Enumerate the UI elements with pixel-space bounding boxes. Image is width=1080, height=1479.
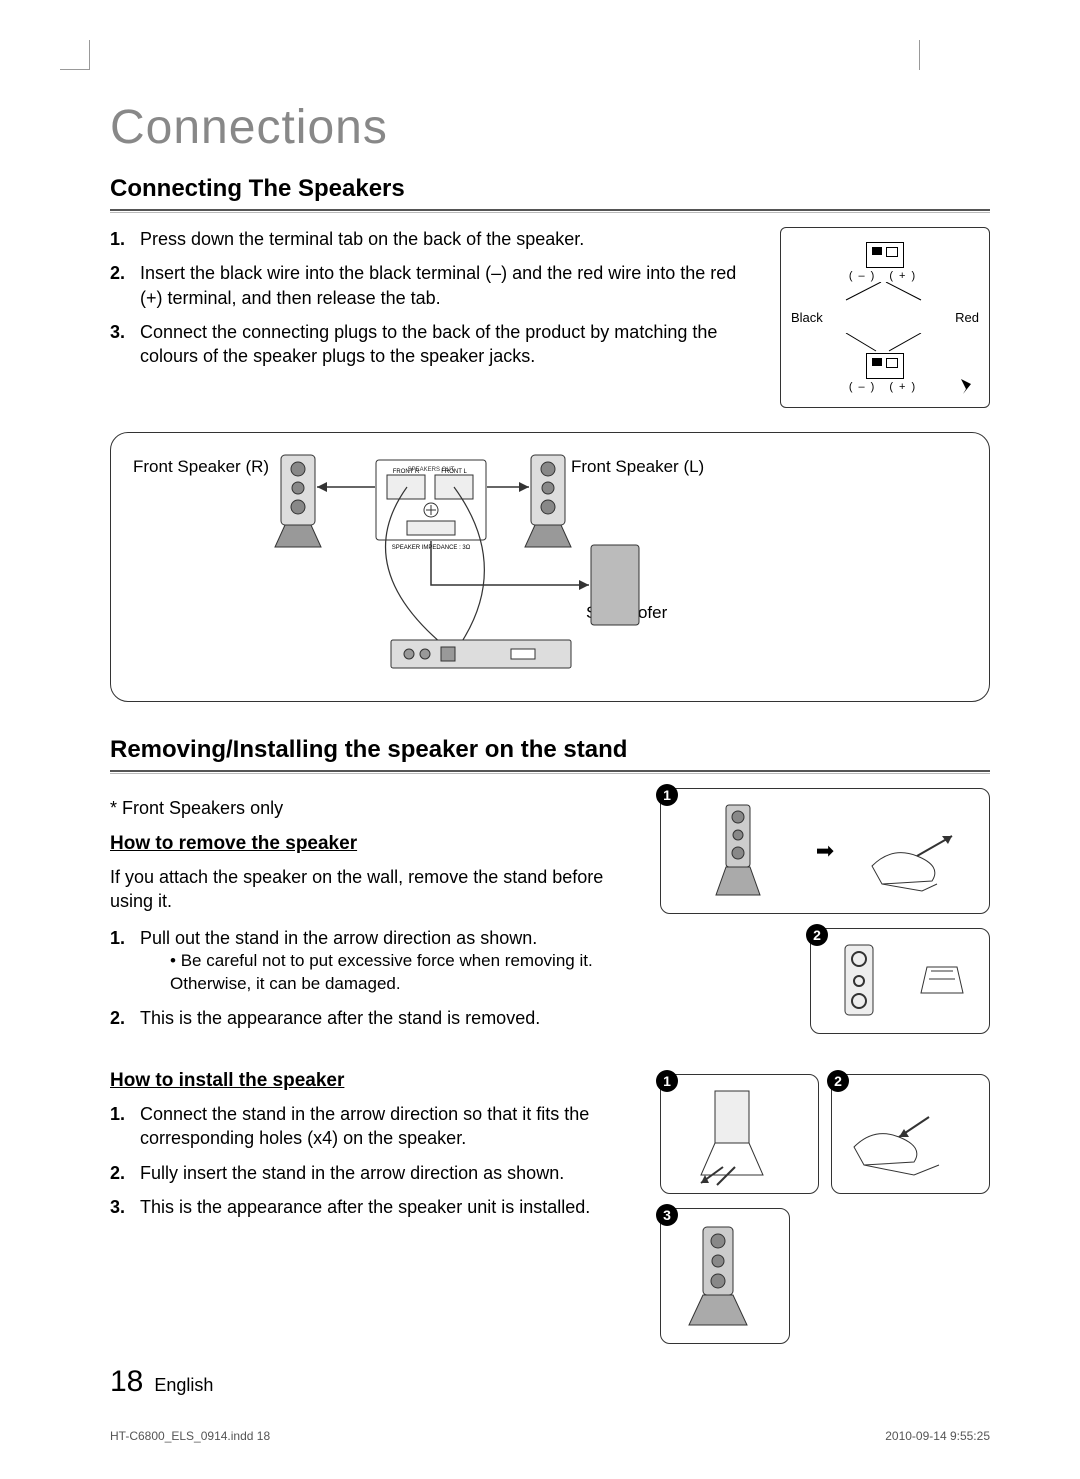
badge-i3-icon: 3 (656, 1204, 678, 1226)
remove-fig2 (810, 928, 990, 1034)
speaker-on-stand-icon (708, 801, 768, 901)
install-step-1: 1.Connect the stand in the arrow directi… (110, 1102, 636, 1151)
terminal-lines-icon (791, 282, 971, 302)
terminal-signs-top: (–) (+) (791, 270, 979, 282)
remove-fig1: ➡ (660, 788, 990, 914)
badge-i1-icon: 1 (656, 1070, 678, 1092)
install-step-3: 3.This is the appearance after the speak… (110, 1195, 636, 1219)
section1-heading: Connecting The Speakers (110, 175, 990, 211)
install-fig3 (660, 1208, 790, 1344)
remove-step-1: 1. Pull out the stand in the arrow direc… (110, 926, 636, 996)
badge-1-icon: 1 (656, 784, 678, 806)
terminal-red-label: Red (955, 310, 979, 325)
svg-text:FRONT R: FRONT R (393, 469, 420, 475)
section1-steps: 1.Press down the terminal tab on the bac… (110, 227, 760, 408)
remove-subheading: How to remove the speaker (110, 833, 636, 855)
remove-ol: 1. Pull out the stand in the arrow direc… (110, 926, 636, 1030)
page-root: Connections Connecting The Speakers 1.Pr… (0, 0, 1080, 1479)
stand-only-icon (917, 961, 967, 1001)
terminal-arrow-icon (941, 369, 981, 399)
s1-step-3: 3.Connect the connecting plugs to the ba… (110, 320, 760, 369)
install-fig3-wrap: 3 (660, 1208, 790, 1344)
terminal-labels: Black Red (791, 310, 979, 325)
remove-fig2-wrap: 2 (810, 928, 990, 1034)
s1-step-2: 2.Insert the black wire into the black t… (110, 261, 760, 310)
install-fig1 (660, 1074, 819, 1194)
remove-bullet: • Be careful not to put excessive force … (170, 950, 636, 996)
meta-file: HT-C6800_ELS_0914.indd 18 (110, 1429, 270, 1443)
page-lang: English (154, 1375, 213, 1395)
terminal-top-icon (866, 242, 904, 268)
install-step-2: 2.Fully insert the stand in the arrow di… (110, 1161, 636, 1185)
meta-date: 2010-09-14 9:55:25 (885, 1429, 990, 1443)
install-fig-row: 1 2 (660, 1074, 990, 1194)
remove-intro: If you attach the speaker on the wall, r… (110, 865, 636, 914)
terminal-black-label: Black (791, 310, 823, 325)
install-insert-icon (844, 1087, 964, 1187)
connection-diagram: Front Speaker (R) Front Speaker (L) Subw… (110, 432, 990, 702)
section2-row: * Front Speakers only How to remove the … (110, 788, 990, 1344)
section2-note: * Front Speakers only (110, 798, 636, 819)
crop-mark-tr (890, 40, 920, 70)
section2-right: 1 ➡ (660, 788, 990, 1344)
terminal-bottom-icon (866, 353, 904, 379)
s1-step-1: 1.Press down the terminal tab on the bac… (110, 227, 760, 251)
install-fig2 (831, 1074, 990, 1194)
section1-ol: 1.Press down the terminal tab on the bac… (110, 227, 760, 368)
page-title: Connections (110, 100, 990, 155)
install-ol: 1.Connect the stand in the arrow directi… (110, 1102, 636, 1219)
speaker-no-stand-icon (839, 941, 879, 1021)
crop-mark-tl (60, 40, 90, 70)
connection-svg-icon: SPEAKERS OUT FRONT R FRONT L SPEAKER IMP… (131, 445, 931, 675)
badge-i2-icon: 2 (827, 1070, 849, 1092)
hand-removing-icon (862, 806, 962, 896)
remove-step-2: 2.This is the appearance after the stand… (110, 1006, 636, 1030)
badge-2-icon: 2 (806, 924, 828, 946)
arrow-right-icon: ➡ (816, 838, 834, 864)
remove-fig1-wrap: 1 ➡ (660, 788, 990, 914)
terminal-figure: (–) (+) Black Red (–) (+) (780, 227, 990, 408)
section2-heading: Removing/Installing the speaker on the s… (110, 736, 990, 772)
footer-meta: HT-C6800_ELS_0914.indd 18 2010-09-14 9:5… (110, 1429, 990, 1443)
page-number: 18 (110, 1365, 143, 1398)
terminal-lines2-icon (791, 333, 971, 353)
install-subheading: How to install the speaker (110, 1070, 636, 1092)
section2-left: * Front Speakers only How to remove the … (110, 788, 636, 1344)
install-connect-icon (673, 1087, 793, 1187)
svg-text:FRONT L: FRONT L (441, 469, 467, 475)
speaker-assembled-icon (673, 1221, 763, 1331)
page-footer: 18 English (110, 1365, 213, 1399)
section1-row: 1.Press down the terminal tab on the bac… (110, 227, 990, 408)
